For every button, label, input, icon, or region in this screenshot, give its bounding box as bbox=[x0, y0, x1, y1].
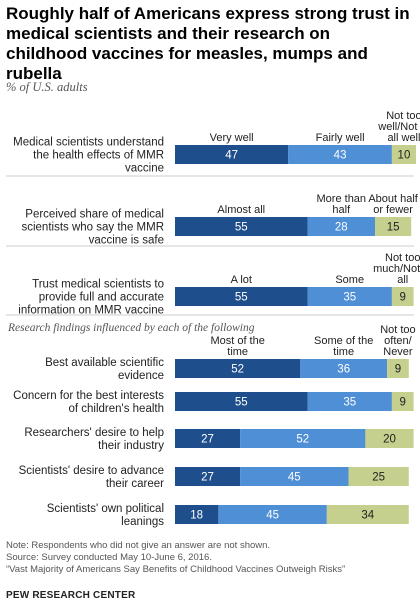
row-label: Researchers' desire to help their industr… bbox=[24, 427, 164, 452]
data-label: 34 bbox=[361, 510, 374, 522]
bar-segment bbox=[300, 359, 388, 378]
bar-segment bbox=[240, 429, 366, 448]
bar-segment bbox=[391, 287, 414, 306]
bar-segment bbox=[175, 392, 308, 411]
footer-report: “Vast Majority of Americans Say Benefits… bbox=[6, 564, 346, 575]
bar-segment bbox=[175, 429, 241, 448]
data-label: 45 bbox=[288, 472, 301, 484]
data-label: 9 bbox=[395, 364, 401, 376]
footer-source: Source: Survey conducted May 10-June 6, … bbox=[6, 552, 212, 563]
bar-segment bbox=[175, 287, 308, 306]
column-header: Some bbox=[335, 274, 364, 286]
bar-segment bbox=[240, 467, 349, 486]
column-header: Fairly well bbox=[316, 132, 365, 144]
bar-segment bbox=[307, 217, 376, 236]
data-label: 20 bbox=[383, 434, 396, 446]
row-label: Scientists' own political leanings bbox=[47, 503, 164, 528]
column-header: More than half bbox=[317, 193, 367, 216]
bar-segment bbox=[387, 359, 409, 378]
data-label: 52 bbox=[231, 364, 244, 376]
column-header: A lot bbox=[231, 274, 252, 286]
data-label: 10 bbox=[398, 150, 411, 162]
column-header: Almost all bbox=[217, 204, 265, 216]
row-label: Best available scientific evidence bbox=[45, 357, 164, 382]
data-label: 43 bbox=[334, 150, 347, 162]
chart-subtitle: % of U.S. adults bbox=[6, 80, 88, 94]
bar-segment bbox=[375, 217, 412, 236]
data-label: 9 bbox=[400, 397, 406, 409]
footer-note: Note: Respondents who did not give an an… bbox=[6, 540, 271, 551]
bar-segment bbox=[307, 392, 392, 411]
data-label: 18 bbox=[190, 510, 203, 522]
column-header: Most of the time bbox=[210, 335, 264, 358]
bar-segment bbox=[175, 145, 289, 164]
row-label: Medical scientists understand the health … bbox=[13, 137, 164, 175]
data-label: 25 bbox=[372, 472, 385, 484]
bar-segment bbox=[391, 392, 414, 411]
data-label: 9 bbox=[400, 292, 406, 304]
data-label: 28 bbox=[335, 222, 348, 234]
data-label: 27 bbox=[201, 472, 214, 484]
data-label: 52 bbox=[296, 434, 309, 446]
bar-segment bbox=[307, 287, 392, 306]
bar-segment bbox=[175, 359, 301, 378]
column-header: Not too often/Never bbox=[380, 324, 415, 358]
data-label: 55 bbox=[235, 397, 248, 409]
data-label: 45 bbox=[266, 510, 279, 522]
section-note: Research findings influenced by each of … bbox=[8, 322, 255, 334]
column-header: Some of the time bbox=[314, 335, 373, 358]
row-label: Concern for the best interests of childre… bbox=[13, 390, 164, 415]
bar-segment bbox=[326, 505, 409, 524]
data-label: 55 bbox=[235, 292, 248, 304]
data-label: 27 bbox=[201, 434, 214, 446]
bar-segment bbox=[175, 217, 308, 236]
bar-segment bbox=[348, 467, 409, 486]
bar-segment bbox=[365, 429, 414, 448]
row-label: Trust medical scientists to provide full … bbox=[18, 279, 164, 317]
column-header: Very well bbox=[210, 132, 254, 144]
data-label: 55 bbox=[235, 222, 248, 234]
data-label: 35 bbox=[343, 397, 356, 409]
bar-segment bbox=[391, 145, 416, 164]
data-label: 36 bbox=[337, 364, 350, 376]
bar-segment bbox=[175, 505, 219, 524]
column-header: About half or fewer bbox=[368, 193, 418, 216]
data-label: 15 bbox=[387, 222, 400, 234]
brand-name: PEW RESEARCH CENTER bbox=[6, 590, 136, 601]
row-label: Perceived share of medical scientists who… bbox=[21, 209, 164, 247]
data-label: 35 bbox=[343, 292, 356, 304]
chart-title: Roughly half of Americans express strong… bbox=[6, 4, 410, 83]
bar-segment bbox=[288, 145, 392, 164]
row-label: Scientists' desire to advance their caree… bbox=[19, 465, 165, 490]
bar-segment bbox=[218, 505, 327, 524]
bar-segment bbox=[175, 467, 241, 486]
data-label: 47 bbox=[225, 150, 238, 162]
